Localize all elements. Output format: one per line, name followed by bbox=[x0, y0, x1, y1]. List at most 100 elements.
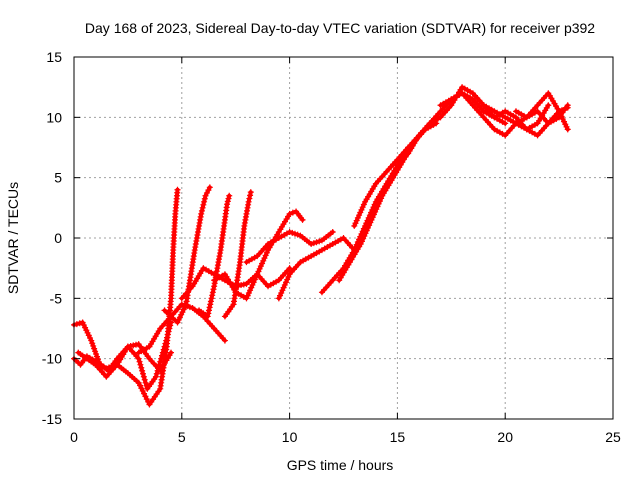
data-point bbox=[279, 287, 286, 294]
data-point bbox=[372, 208, 379, 215]
data-point bbox=[205, 310, 212, 317]
data-point bbox=[142, 379, 149, 386]
data-point bbox=[201, 198, 208, 205]
data-point bbox=[224, 201, 231, 208]
data-point bbox=[158, 352, 165, 359]
data-point bbox=[174, 186, 181, 193]
data-point bbox=[164, 331, 171, 338]
data-point bbox=[502, 120, 509, 127]
data-point bbox=[373, 206, 380, 213]
data-point bbox=[375, 200, 382, 207]
y-tick-label: 15 bbox=[46, 49, 62, 65]
series-track-10 bbox=[243, 228, 336, 266]
data-point bbox=[376, 198, 383, 205]
data-point bbox=[143, 396, 150, 403]
data-point bbox=[289, 229, 296, 236]
data-point bbox=[137, 382, 144, 389]
series-track-1 bbox=[71, 186, 181, 408]
data-point bbox=[286, 210, 293, 217]
data-point bbox=[259, 260, 266, 267]
data-point bbox=[89, 340, 96, 347]
data-point bbox=[294, 231, 301, 238]
data-point bbox=[94, 356, 101, 363]
data-point bbox=[163, 337, 170, 344]
data-point bbox=[209, 292, 216, 299]
data-point bbox=[251, 276, 258, 283]
data-point bbox=[88, 337, 95, 344]
data-point bbox=[360, 201, 367, 208]
data-point bbox=[140, 373, 147, 380]
data-point bbox=[545, 102, 552, 109]
series-layer bbox=[71, 84, 571, 408]
data-point bbox=[198, 210, 205, 217]
data-point bbox=[209, 289, 216, 296]
data-point bbox=[286, 228, 293, 235]
data-point bbox=[261, 255, 268, 262]
data-point bbox=[168, 319, 175, 326]
data-point bbox=[310, 240, 317, 247]
data-point bbox=[367, 219, 374, 226]
data-point bbox=[249, 281, 256, 288]
data-point bbox=[199, 204, 206, 211]
data-point bbox=[166, 325, 173, 332]
x-tick-label: 10 bbox=[282, 429, 298, 445]
data-point bbox=[210, 286, 217, 293]
data-point bbox=[208, 295, 215, 302]
data-point bbox=[221, 337, 228, 344]
series-track-3 bbox=[75, 341, 175, 380]
data-point bbox=[160, 346, 167, 353]
data-point bbox=[354, 214, 361, 221]
data-point bbox=[163, 334, 170, 341]
series-track-4 bbox=[135, 301, 228, 356]
data-point bbox=[285, 273, 292, 280]
data-point bbox=[255, 268, 262, 275]
chart-title: Day 168 of 2023, Sidereal Day-to-day VTE… bbox=[85, 20, 595, 36]
data-point bbox=[291, 230, 298, 237]
data-point bbox=[206, 304, 213, 311]
data-point bbox=[313, 239, 320, 246]
data-point bbox=[359, 204, 366, 211]
data-point bbox=[141, 390, 148, 397]
data-point bbox=[284, 276, 291, 283]
series-track-12 bbox=[318, 144, 412, 296]
x-tick-label: 0 bbox=[70, 429, 78, 445]
data-point bbox=[243, 295, 250, 302]
data-point bbox=[253, 273, 260, 280]
data-point bbox=[135, 379, 142, 386]
data-point bbox=[369, 214, 376, 221]
data-point bbox=[141, 376, 148, 383]
data-point bbox=[248, 284, 255, 291]
data-point bbox=[277, 292, 284, 299]
data-point bbox=[92, 348, 99, 355]
data-point bbox=[165, 328, 172, 335]
data-point bbox=[280, 284, 287, 291]
data-point bbox=[362, 230, 369, 237]
data-point bbox=[161, 343, 168, 350]
y-tick-label: 5 bbox=[54, 170, 62, 186]
data-point bbox=[257, 263, 264, 270]
data-point bbox=[356, 212, 363, 219]
data-point bbox=[254, 271, 261, 278]
x-tick-label: 5 bbox=[178, 429, 186, 445]
data-point bbox=[205, 307, 212, 314]
x-axis-label: GPS time / hours bbox=[287, 457, 394, 473]
data-point bbox=[244, 292, 251, 299]
data-point bbox=[564, 126, 571, 133]
series-trace bbox=[319, 145, 411, 295]
data-point bbox=[289, 209, 296, 216]
tick-layer: 0 5 10 15 20 25 -15 -10 -5 0 5 10 15 bbox=[42, 49, 621, 445]
data-point bbox=[162, 340, 169, 347]
data-point bbox=[91, 345, 98, 352]
data-point bbox=[247, 287, 254, 294]
data-point bbox=[153, 370, 160, 377]
data-point bbox=[299, 216, 306, 223]
data-point bbox=[135, 355, 142, 362]
data-point bbox=[556, 108, 563, 115]
series-track-19 bbox=[512, 104, 571, 127]
data-point bbox=[73, 321, 80, 328]
data-point bbox=[90, 342, 97, 349]
data-point bbox=[278, 289, 285, 296]
data-point bbox=[132, 341, 139, 348]
data-point bbox=[283, 279, 290, 286]
